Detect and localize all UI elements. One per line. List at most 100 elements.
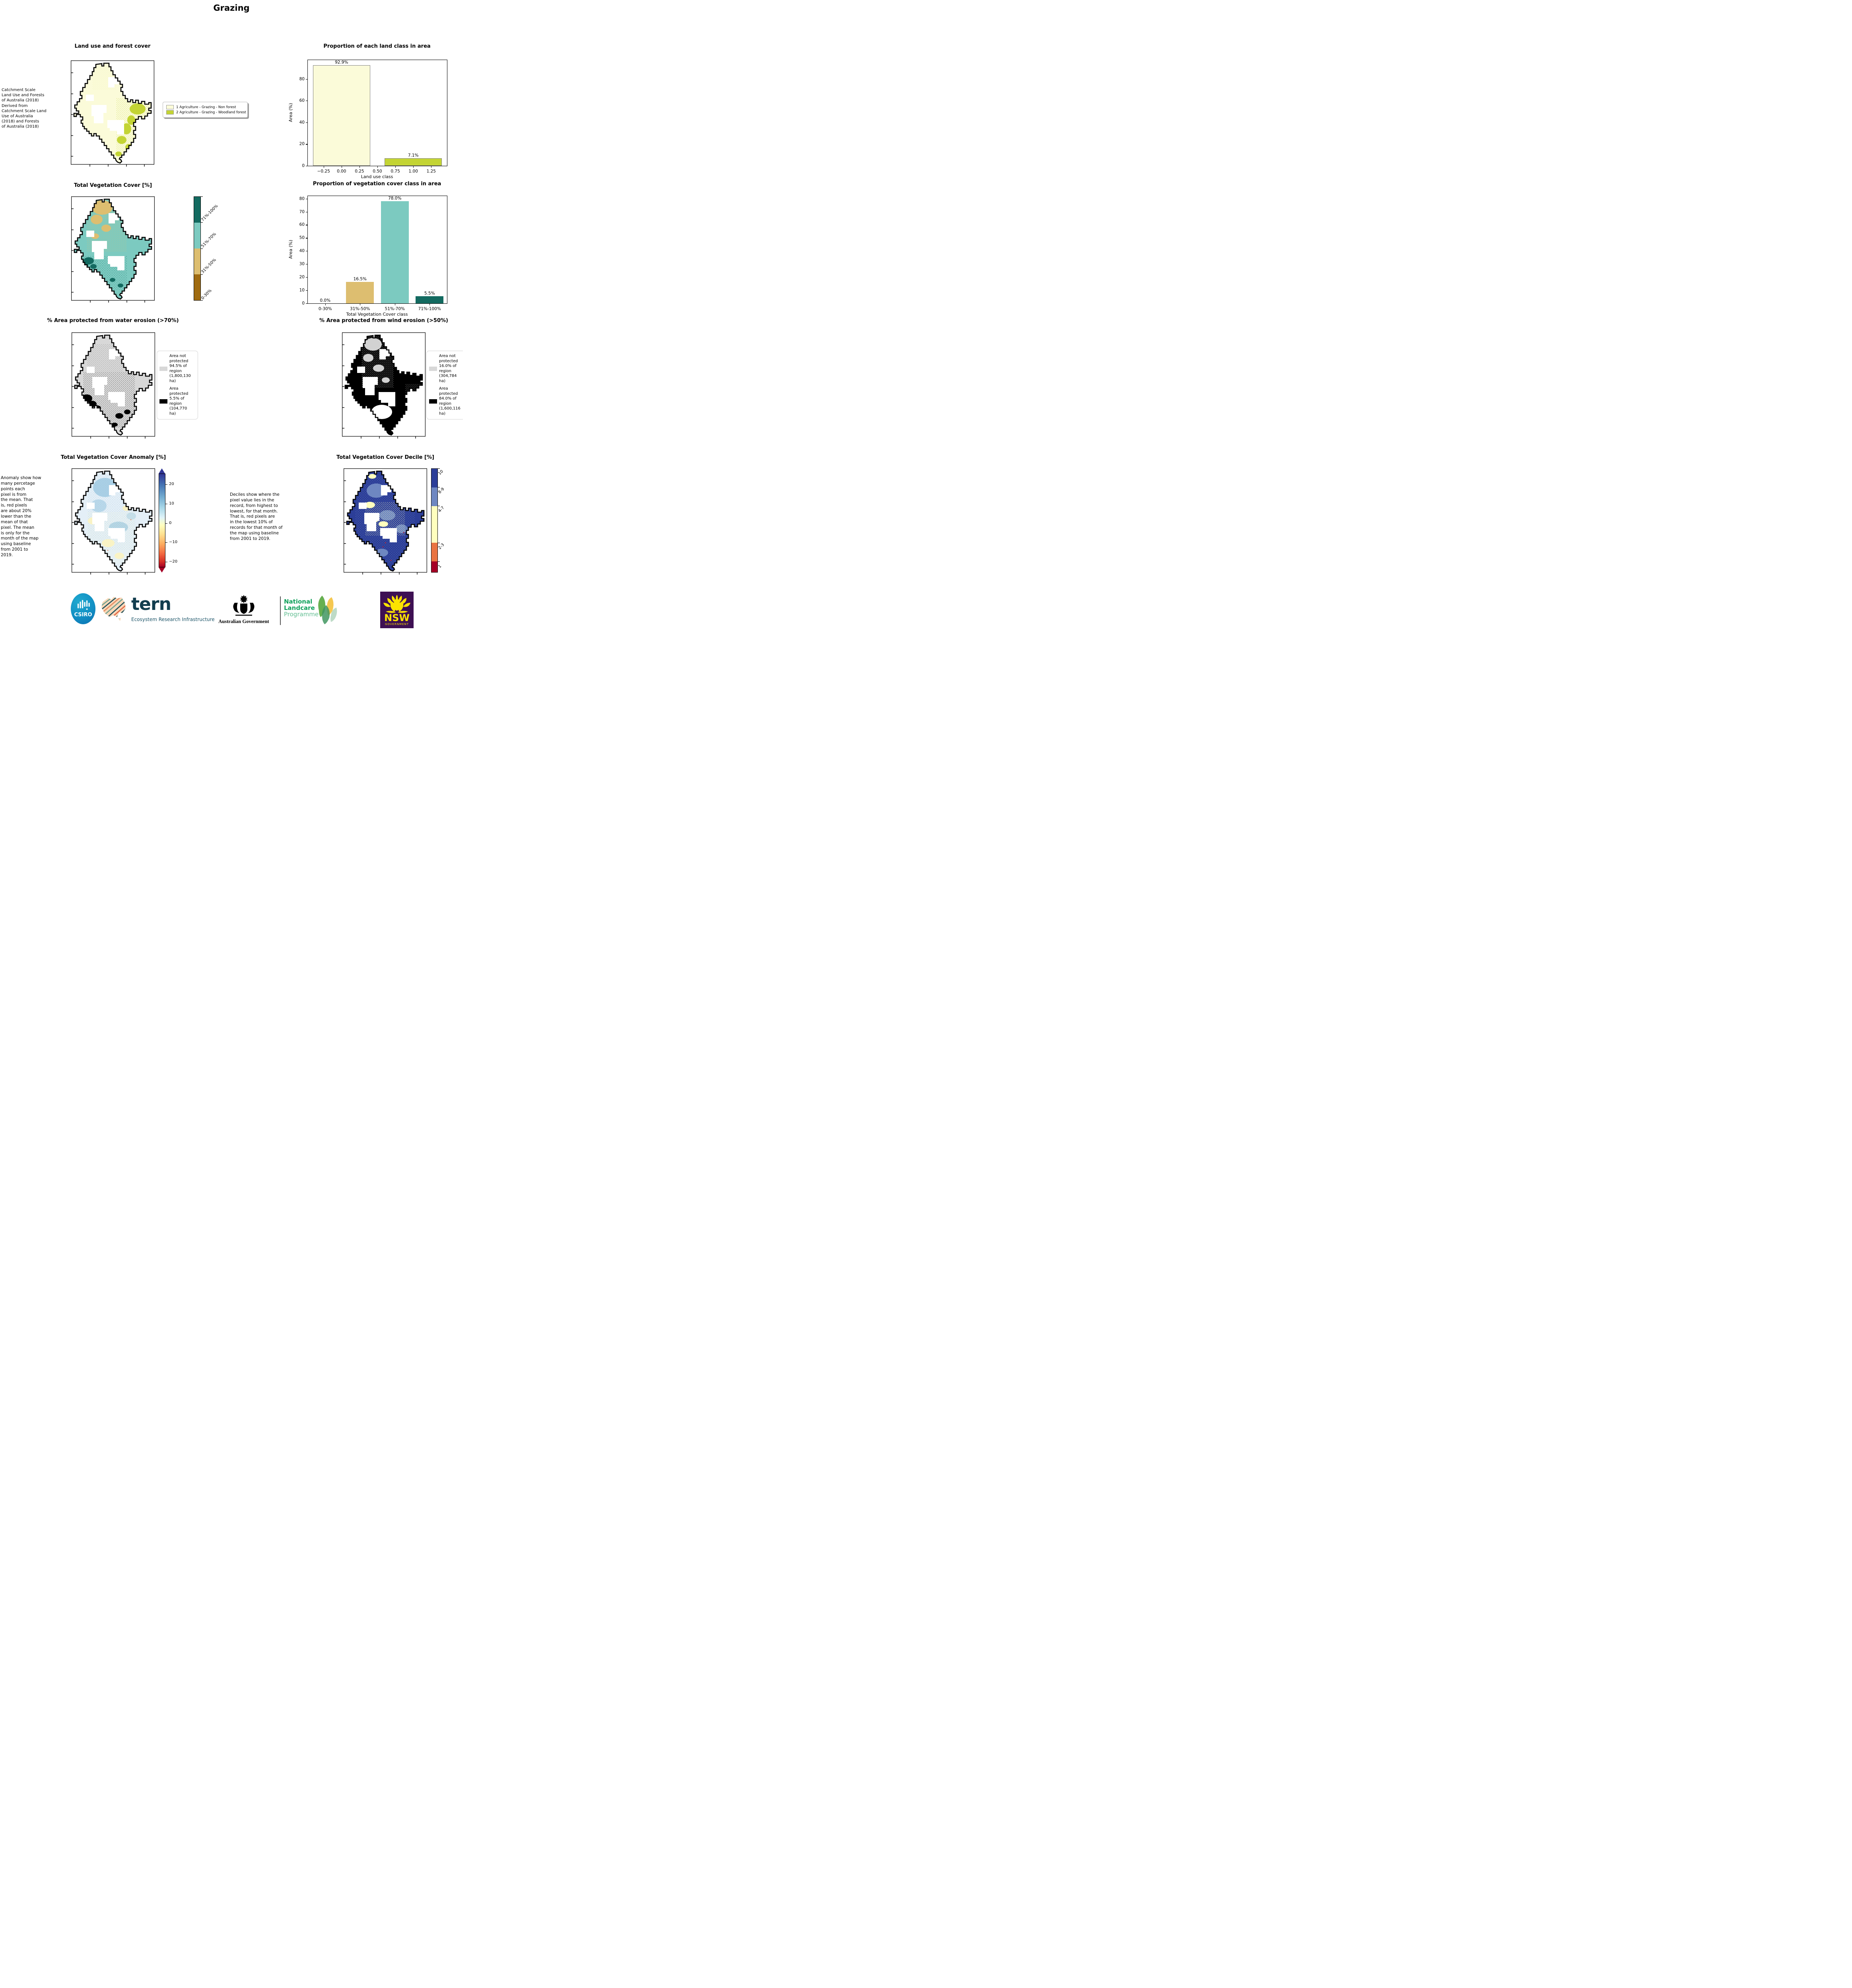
bar-7.1% <box>385 158 442 166</box>
landclass-chart-title: Proportion of each land class in area <box>323 43 431 49</box>
anomaly-tick: 0 <box>169 521 172 525</box>
colorbar-label: 1 <box>437 564 443 569</box>
woodland-swatch <box>166 110 174 115</box>
nsw-government-logo: NSW GOVERNMENT <box>380 592 414 628</box>
colorbar-label: 4-7 <box>437 505 445 513</box>
bar-16.5% <box>346 282 374 303</box>
national-landcare-wordmark: National Landcare Programme <box>284 598 319 618</box>
x-tick-label: 0.75 <box>391 169 400 174</box>
landuse-note: Catchment Scale Land Use and Forests of … <box>2 88 47 129</box>
not-protected-swatch <box>159 367 167 371</box>
x-tick-label: 51%-70% <box>385 307 405 311</box>
vegclass-chart-ylabel: Area (%) <box>288 240 293 259</box>
colorbar-seg-10 <box>431 469 437 487</box>
wind-erosion-map <box>342 332 426 439</box>
x-tick-label: 0.25 <box>355 169 364 174</box>
x-tick <box>413 166 414 168</box>
landclass-chart: 92.9% 7.1% 0 20 40 60 80 −0.25 0.00 0.25 0.50 0.75 1… <box>299 60 447 174</box>
bar-5.5% <box>416 296 444 303</box>
footer-divider <box>280 596 281 625</box>
landuse-map-title: Land use and forest cover <box>74 43 151 49</box>
legend-item: 1 Agriculture - Grazing - Non forest <box>166 105 244 109</box>
x-tick-label: 1.25 <box>426 169 436 174</box>
y-tick-label: 80 <box>299 76 305 82</box>
anomaly-tick: −10 <box>169 540 178 544</box>
legend-item-label: 1 Agriculture - Grazing - Non forest <box>176 105 236 109</box>
y-tick-label: 50 <box>299 235 305 241</box>
y-tick <box>306 303 308 304</box>
vegcover-colorbar <box>194 196 201 301</box>
x-tick-label: 0.50 <box>373 169 382 174</box>
legend-item: Area not protected 94.5% of region (1,80… <box>159 354 195 384</box>
legend-item: 2 Agriculture - Grazing - Woodland fores… <box>166 110 246 115</box>
y-tick-label: 30 <box>299 262 305 267</box>
svg-text:NSW: NSW <box>384 612 410 623</box>
y-tick-label: 40 <box>299 248 305 254</box>
colorbar-label: 51%-70% <box>200 232 217 248</box>
anomaly-tick: 20 <box>169 482 174 486</box>
legend-item-label: Area not protected 94.5% of region (1,80… <box>169 354 191 383</box>
svg-text:CSIRO: CSIRO <box>74 612 92 618</box>
nlp-line3: Programme <box>284 610 319 618</box>
x-tick-label: 1.00 <box>408 169 418 174</box>
colorbar-label: 2-3 <box>437 542 445 550</box>
decile-map <box>344 468 428 575</box>
vegcover-map <box>71 196 155 303</box>
colorbar-label: 8-9 <box>437 487 445 495</box>
legend-item-label: Area protected 84.0% of region (1,600,11… <box>439 386 461 416</box>
x-tick <box>325 303 326 305</box>
y-tick-label: 70 <box>299 209 305 214</box>
anomaly-colorbar <box>159 474 165 567</box>
water-erosion-legend: Area not protected 94.5% of region (1,80… <box>157 351 198 420</box>
y-tick <box>306 122 308 123</box>
decile-colorbar <box>431 468 438 573</box>
landuse-legend: 1 Agriculture - Grazing - Non forest 2 A… <box>163 102 248 118</box>
legend-item: Area not protected 16.0% of region (304,… <box>429 354 463 384</box>
x-tick <box>395 166 396 168</box>
vegclass-chart-title: Proportion of vegetation cover class in … <box>313 181 441 187</box>
tern-australia-icon <box>101 597 126 621</box>
anomaly-colorbar-top-arrow <box>159 468 165 474</box>
nsw-waratah-icon: NSW GOVERNMENT <box>383 595 410 626</box>
csiro-logo: CSIRO <box>71 593 95 624</box>
y-tick-label: 60 <box>299 222 305 227</box>
anomaly-tick: 10 <box>169 501 174 506</box>
y-tick-label: 0 <box>302 301 305 306</box>
colorbar-label: 10 <box>437 469 445 476</box>
landcare-leaves-icon <box>318 596 337 624</box>
y-tick-label: 80 <box>299 196 305 201</box>
svg-text:GOVERNMENT: GOVERNMENT <box>385 623 409 626</box>
nonforest-swatch <box>166 105 174 109</box>
y-tick-label: 20 <box>299 142 305 147</box>
y-tick-label: 60 <box>299 98 305 103</box>
x-tick-label: 31%-50% <box>350 307 370 311</box>
landclass-chart-xlabel: Land use class <box>361 174 393 179</box>
x-tick-label: 0-30% <box>318 307 332 311</box>
y-tick <box>306 277 308 278</box>
colorbar-seg-4-7 <box>431 506 437 543</box>
bar-78.0% <box>381 201 409 303</box>
page-title: Grazing <box>213 3 250 13</box>
tern-subtitle: Ecosystem Research Infrastructure <box>131 617 215 622</box>
not-protected-swatch <box>429 367 437 371</box>
bar-92.9% <box>313 65 370 166</box>
x-tick <box>429 303 430 305</box>
legend-item-label: 2 Agriculture - Grazing - Woodland fores… <box>176 110 246 115</box>
bar-value-label: 7.1% <box>408 153 419 158</box>
y-tick <box>306 290 308 291</box>
wind-erosion-title: % Area protected from wind erosion (>50%… <box>319 318 448 324</box>
water-erosion-map <box>72 332 155 439</box>
wind-erosion-legend: Area not protected 16.0% of region (304,… <box>426 351 463 420</box>
y-tick-label: 10 <box>299 288 305 293</box>
legend-item: Area protected 84.0% of region (1,600,11… <box>429 386 463 416</box>
bar-value-label: 0.0% <box>320 298 331 303</box>
australian-government-label: Australian Government <box>218 619 269 624</box>
anomaly-map <box>72 468 155 575</box>
anomaly-colorbar-bottom-arrow <box>159 567 165 573</box>
bar-value-label: 78.0% <box>388 196 402 201</box>
legend-item: Area protected 5.5% of region (104,770 h… <box>159 386 195 416</box>
colorbar-label: 31%-50% <box>200 258 217 274</box>
australian-government-crest-icon <box>233 595 255 616</box>
colorbar-seg-71-100 <box>194 197 200 223</box>
landuse-map <box>71 60 155 167</box>
